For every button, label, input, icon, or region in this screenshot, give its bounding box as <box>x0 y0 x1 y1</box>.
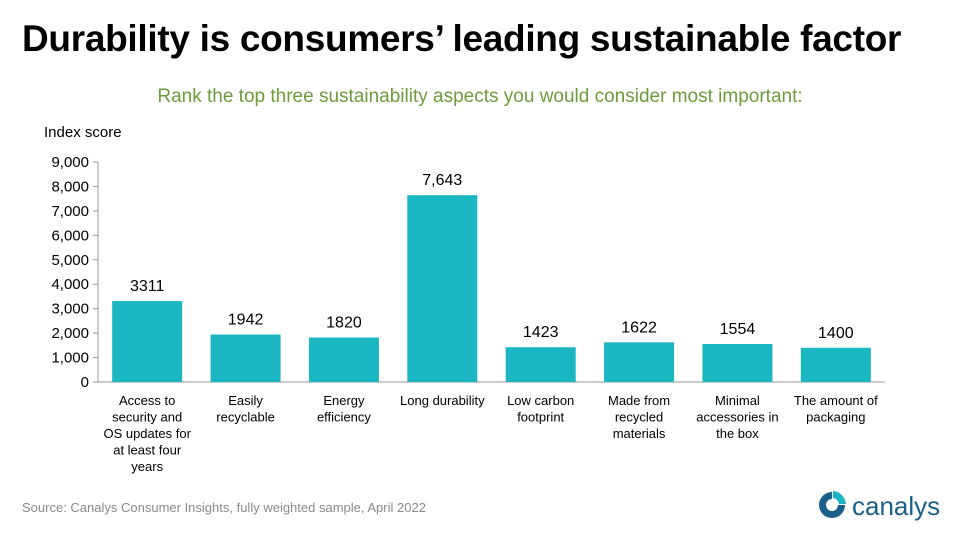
x-tick-label: The amount of packaging <box>794 393 878 425</box>
x-tick-label-line: materials <box>613 426 666 441</box>
bar <box>210 334 281 382</box>
x-tick-label-line: efficiency <box>317 410 371 425</box>
x-tick-label: Minimal accessories in the box <box>696 393 778 441</box>
x-tick-label-line: Low carbon <box>507 393 574 408</box>
y-tick-label: 0 <box>81 374 89 391</box>
y-axis-label: Index score <box>44 124 122 141</box>
x-tick-label-line: recycled <box>615 410 663 425</box>
y-tick-label: 4,000 <box>51 276 89 293</box>
x-tick-label-line: Minimal <box>715 393 760 408</box>
y-tick-label: 5,000 <box>51 252 89 269</box>
canalys-logo: canalys <box>819 491 940 521</box>
x-tick-label-line: security and <box>112 410 182 425</box>
bar-chart: Index score 0 1,000 2,000 3,000 4,000 5,000 6,0… <box>44 124 885 474</box>
canalys-logo-text: canalys <box>852 491 940 521</box>
y-tick-label: 2,000 <box>51 325 89 342</box>
x-tick-label-line: at least four <box>113 443 182 458</box>
data-label: 1942 <box>228 312 264 329</box>
bar <box>702 344 773 382</box>
x-tick-label-line: Access to <box>119 393 175 408</box>
bar <box>112 301 183 382</box>
data-label: 1622 <box>621 319 657 336</box>
bar <box>505 347 576 382</box>
bar <box>407 195 478 382</box>
x-tick-label-line: accessories in <box>696 410 778 425</box>
bar <box>800 347 871 382</box>
x-tick-label-line: Easily <box>228 393 263 408</box>
data-label: 7,643 <box>422 172 462 189</box>
y-tick-label: 9,000 <box>51 154 89 171</box>
data-label: 3311 <box>130 278 165 295</box>
x-tick-label-line: years <box>131 459 163 474</box>
data-label: 1400 <box>818 325 854 342</box>
x-tick-label-line: the box <box>716 426 759 441</box>
canalys-logo-icon <box>819 491 846 518</box>
x-tick-label: Long durability <box>400 393 485 408</box>
x-tick-label-line: Long durability <box>400 393 485 408</box>
x-tick-label-line: Energy <box>323 393 365 408</box>
x-tick-label: Energy efficiency <box>317 393 371 425</box>
data-label: 1554 <box>720 321 756 338</box>
y-tick-label: 1,000 <box>51 350 89 367</box>
x-tick-label: Made from recycled materials <box>608 393 670 441</box>
x-tick-label-line: The amount of <box>794 393 878 408</box>
x-tick-label: Access to security and OS updates for at le… <box>103 393 191 474</box>
x-tick-label-line: OS updates for <box>103 426 191 441</box>
chart-subtitle: Rank the top three sustainability aspect… <box>157 86 803 107</box>
y-tick-label: 7,000 <box>51 203 89 220</box>
bar <box>604 342 675 382</box>
x-tick-label: Easily recyclable <box>216 393 275 425</box>
y-tick-label: 3,000 <box>51 301 89 318</box>
x-tick-label-line: footprint <box>517 410 564 425</box>
data-label: 1820 <box>326 315 362 332</box>
y-tick-label: 6,000 <box>51 227 89 244</box>
x-tick-label-line: recyclable <box>216 410 275 425</box>
y-tick-label: 8,000 <box>51 178 89 195</box>
page-title: Durability is consumers’ leading sustain… <box>22 18 902 59</box>
x-tick-label: Low carbon footprint <box>507 393 574 425</box>
source-note: Source: Canalys Consumer Insights, fully… <box>22 500 426 515</box>
x-tick-label-line: Made from <box>608 393 670 408</box>
data-label: 1423 <box>523 324 559 341</box>
x-tick-label-line: packaging <box>806 410 865 425</box>
bar <box>308 337 379 382</box>
